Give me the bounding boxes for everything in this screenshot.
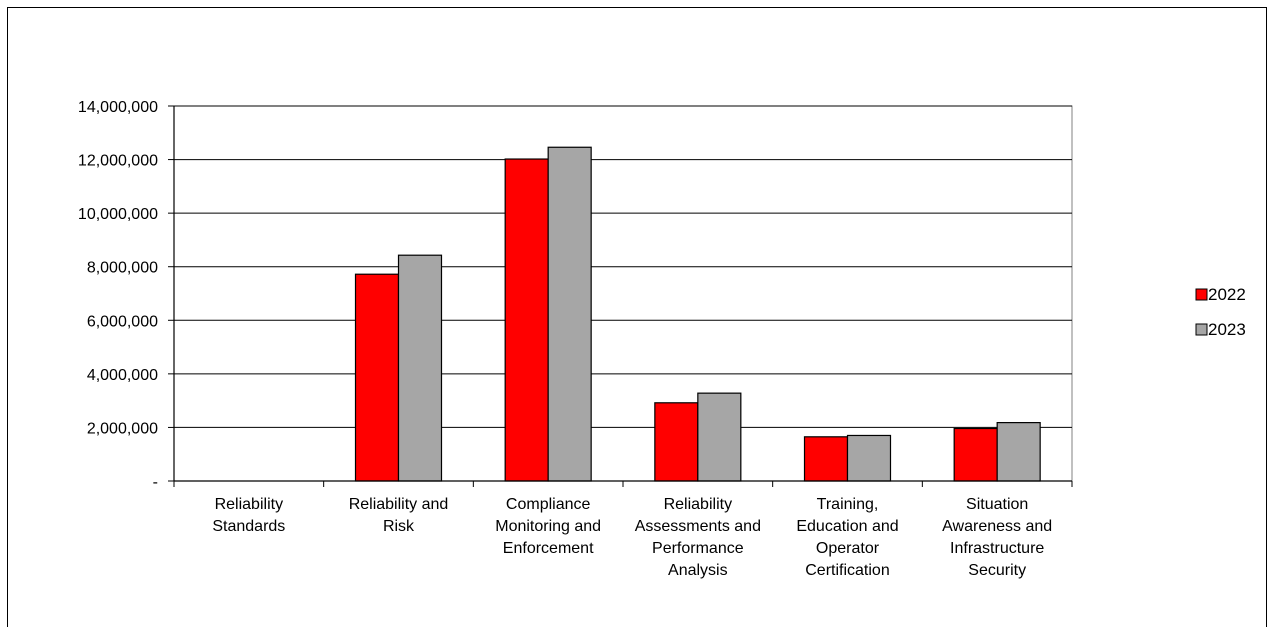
chart-frame <box>7 7 1267 627</box>
x-tick-label: Training, Education and Operator Certificat… <box>796 496 898 579</box>
bar-2023 <box>697 392 742 482</box>
y-tick-labels: - 2,000,000 4,000,000 6,000,000 8,000,000 10,… <box>78 99 158 491</box>
legend: 2022 2023 <box>1195 285 1246 339</box>
x-tick-label: Situation Awareness and Infrastructure Secu… <box>942 496 1052 579</box>
bar-2022 <box>654 402 699 482</box>
bar-2022 <box>953 427 998 482</box>
x-tick-label: Reliability Assessments and Performance Ana… <box>635 496 761 579</box>
axes <box>168 105 1073 487</box>
legend-swatch-2022 <box>1195 288 1208 301</box>
x-tick-label: Reliability and Risk <box>349 496 449 535</box>
plot-area <box>173 105 1073 482</box>
bar-2023 <box>547 146 592 482</box>
y-tick-label: - <box>153 474 158 491</box>
x-tick-label: Reliability Standards <box>212 496 285 535</box>
y-tick-label: 6,000,000 <box>87 313 158 330</box>
y-tick-label: 12,000,000 <box>78 153 158 170</box>
y-tick-label: 10,000,000 <box>78 206 158 223</box>
y-tick-label: 2,000,000 <box>87 420 158 437</box>
bar-2023 <box>397 254 443 482</box>
x-tick-labels: Reliability Standards Reliability and Risk C… <box>212 496 1052 579</box>
y-tick-label: 4,000,000 <box>87 367 158 384</box>
bar-chart: - 2,000,000 4,000,000 6,000,000 8,000,000 10,… <box>78 99 1246 579</box>
legend-label-2022: 2022 <box>1208 285 1246 304</box>
bar-2022 <box>504 158 549 482</box>
x-tick-label: Compliance Monitoring and Enforcement <box>495 496 601 557</box>
y-tick-label: 14,000,000 <box>78 99 158 116</box>
bar-2023 <box>846 434 892 482</box>
bar-2022 <box>803 436 849 482</box>
grid-lines <box>173 105 1073 482</box>
legend-swatch-2023 <box>1195 323 1208 336</box>
bar-2022 <box>354 273 400 482</box>
bars <box>354 146 1041 482</box>
legend-label-2023: 2023 <box>1208 320 1246 339</box>
y-tick-label: 8,000,000 <box>87 260 158 277</box>
bar-2023 <box>996 422 1041 482</box>
